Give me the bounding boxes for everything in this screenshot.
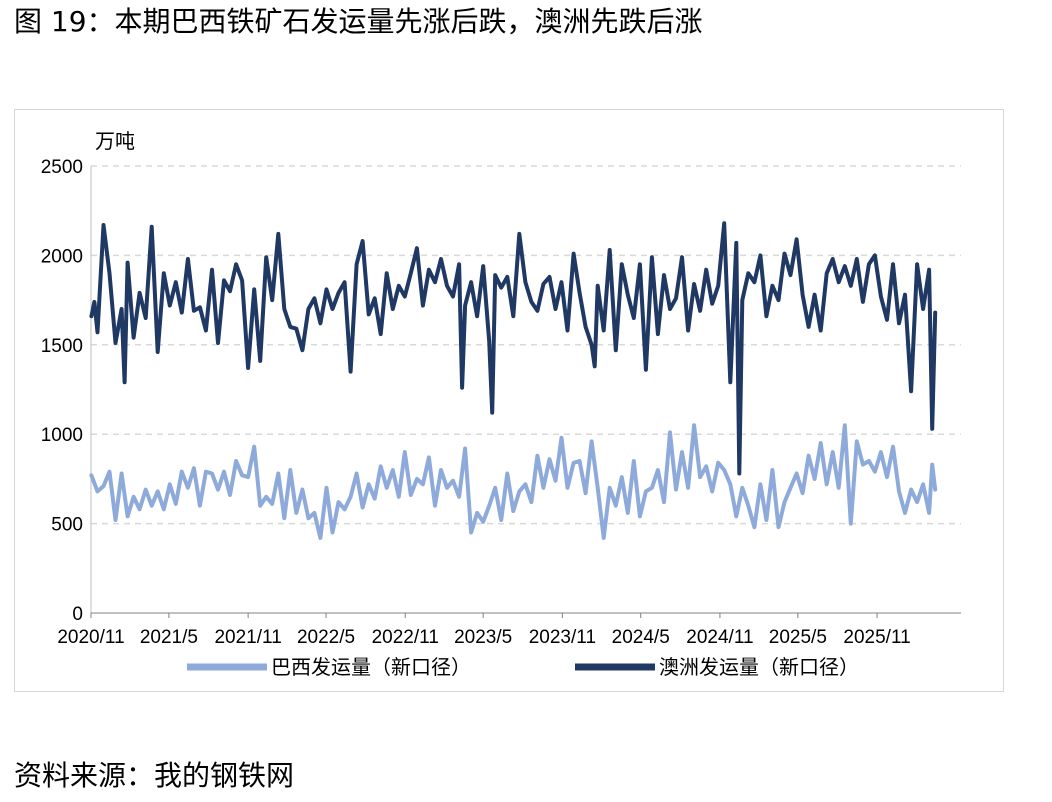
legend: 巴西发运量（新口径） 澳洲发运量（新口径）	[187, 655, 859, 679]
series-line-brazil	[89, 423, 938, 540]
y-tick-label: 1500	[41, 336, 83, 357]
x-tick-label: 2024/5	[612, 627, 670, 648]
x-tick-label: 2021/11	[214, 627, 281, 648]
x-tick-label: 2022/5	[297, 627, 355, 648]
series-line-australia	[89, 221, 938, 476]
y-tick-label: 1000	[41, 425, 83, 446]
y-tick-label: 2500	[41, 157, 83, 178]
x-tick-label: 2024/11	[686, 627, 753, 648]
x-axis: 2020/11 2021/5 2021/11 2022/5 2022/11 2023/5 2…	[57, 612, 961, 648]
line-chart: 0 500 1000 1500 2000 2500 2020/11 2021/5 2021/1…	[41, 129, 961, 679]
y-tick-label: 0	[72, 604, 83, 625]
figure-title: 图 19：本期巴西铁矿石发运量先涨后跌，澳洲先跌后涨	[14, 5, 703, 38]
x-tick-label: 2025/5	[769, 627, 827, 648]
x-tick-label: 2022/11	[372, 627, 439, 648]
legend-label-australia: 澳洲发运量（新口径）	[659, 655, 859, 679]
x-tick-label: 2023/5	[454, 627, 512, 648]
plot-series	[89, 221, 938, 540]
y-tick-label: 2000	[41, 246, 83, 267]
x-tick-label: 2025/11	[843, 627, 910, 648]
source-note: 资料来源：我的钢铁网	[14, 759, 295, 792]
x-tick-label: 2020/11	[57, 627, 124, 648]
y-unit-label: 万吨	[95, 129, 135, 153]
y-tick-label: 500	[51, 515, 83, 536]
x-tick-label: 2023/11	[529, 627, 596, 648]
x-tick-label: 2021/5	[140, 627, 198, 648]
grid-lines	[91, 165, 961, 525]
y-axis: 0 500 1000 1500 2000 2500	[41, 157, 92, 625]
chart-frame: 0 500 1000 1500 2000 2500 2020/11 2021/5 2021/1…	[14, 109, 1004, 692]
legend-label-brazil: 巴西发运量（新口径）	[271, 655, 471, 679]
